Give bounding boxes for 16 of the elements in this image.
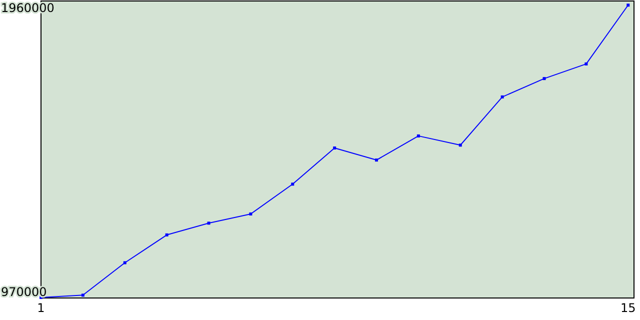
point bbox=[416, 134, 420, 138]
point bbox=[123, 261, 126, 264]
x-tick-label: 15 bbox=[620, 301, 636, 315]
point bbox=[207, 222, 210, 225]
point bbox=[542, 77, 546, 80]
point bbox=[584, 62, 588, 66]
point bbox=[165, 233, 168, 236]
point bbox=[81, 294, 84, 297]
point bbox=[500, 95, 504, 98]
point bbox=[458, 144, 462, 147]
point bbox=[626, 4, 630, 7]
point bbox=[375, 158, 378, 162]
point bbox=[249, 212, 252, 216]
point bbox=[291, 182, 294, 186]
point bbox=[333, 146, 336, 150]
x-tick-label: 1 bbox=[37, 301, 45, 315]
